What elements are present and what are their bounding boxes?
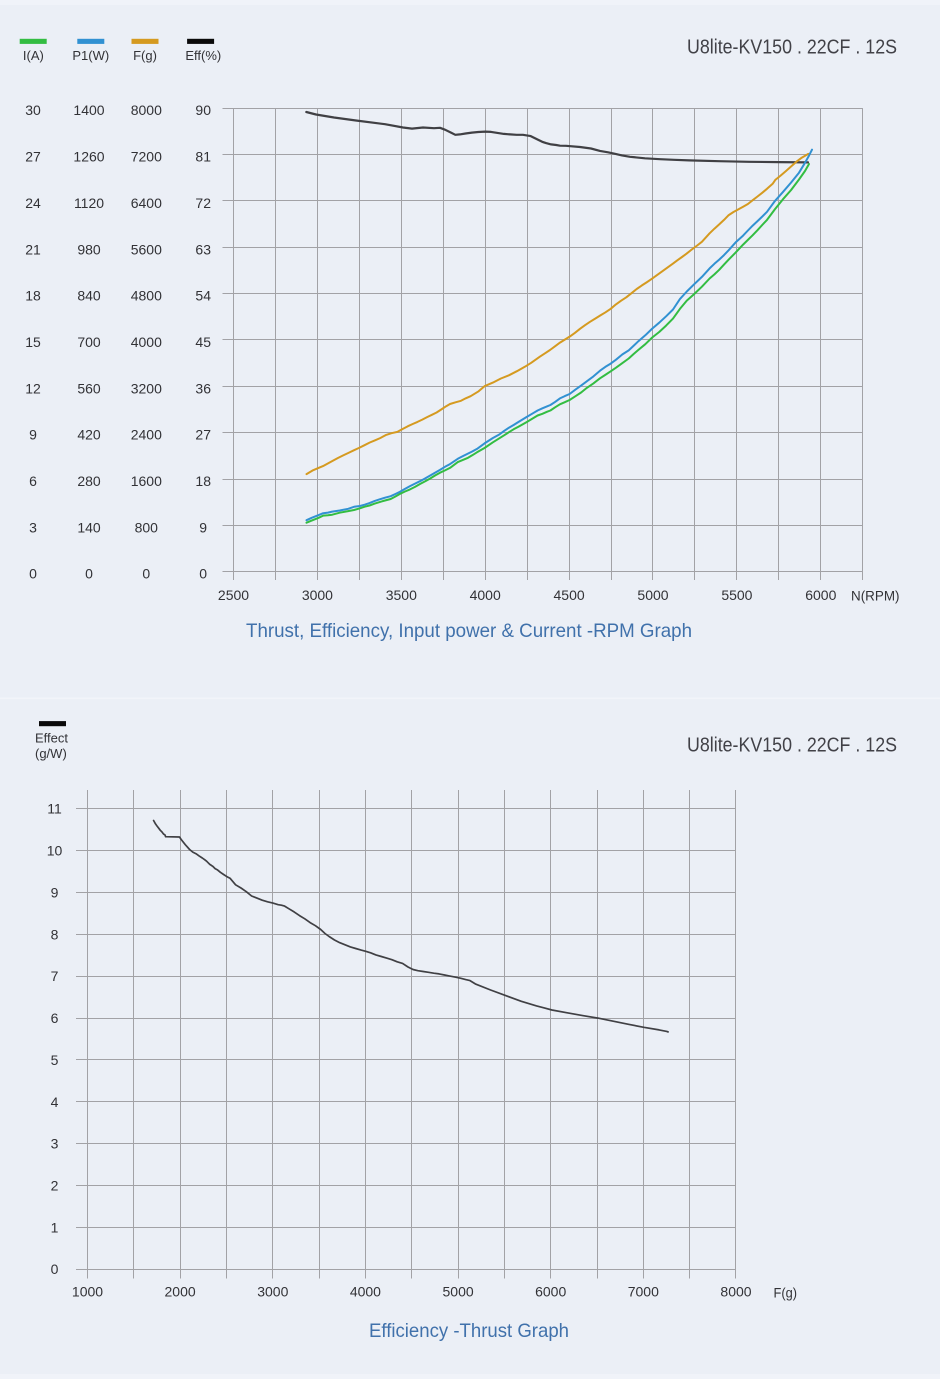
svg-text:10: 10 <box>47 843 63 859</box>
svg-text:U8lite-KV150 . 22CF . 12S: U8lite-KV150 . 22CF . 12S <box>687 37 897 59</box>
svg-text:11: 11 <box>47 801 62 817</box>
svg-text:45: 45 <box>195 334 211 350</box>
svg-text:Efficiency -Thrust Graph: Efficiency -Thrust Graph <box>369 1320 569 1342</box>
svg-text:1260: 1260 <box>73 149 104 165</box>
svg-text:8: 8 <box>51 926 59 942</box>
svg-text:420: 420 <box>77 427 101 443</box>
svg-text:3200: 3200 <box>131 380 162 396</box>
svg-text:0: 0 <box>85 566 93 582</box>
svg-text:U8lite-KV150 . 22CF . 12S: U8lite-KV150 . 22CF . 12S <box>687 735 897 757</box>
svg-text:Thrust, Efficiency, Input powe: Thrust, Efficiency, Input power & Curren… <box>246 620 692 642</box>
svg-text:F(g): F(g) <box>774 1285 798 1301</box>
svg-text:18: 18 <box>195 473 211 489</box>
svg-text:980: 980 <box>77 241 101 257</box>
svg-text:F(g): F(g) <box>133 48 157 63</box>
svg-text:5000: 5000 <box>637 587 668 603</box>
svg-text:7: 7 <box>51 968 59 984</box>
svg-text:2500: 2500 <box>218 587 249 603</box>
svg-text:3000: 3000 <box>302 587 333 603</box>
svg-text:280: 280 <box>77 473 101 489</box>
svg-text:7200: 7200 <box>131 149 162 165</box>
svg-text:27: 27 <box>25 149 41 165</box>
svg-text:0: 0 <box>29 566 37 582</box>
svg-text:1400: 1400 <box>73 102 104 118</box>
svg-text:0: 0 <box>142 566 150 582</box>
svg-text:3000: 3000 <box>257 1284 288 1300</box>
svg-text:4000: 4000 <box>131 334 162 350</box>
svg-text:9: 9 <box>51 885 59 901</box>
svg-text:9: 9 <box>29 427 37 443</box>
svg-text:0: 0 <box>199 566 207 582</box>
svg-text:I(A): I(A) <box>23 48 44 63</box>
svg-text:4000: 4000 <box>470 587 501 603</box>
svg-text:90: 90 <box>195 102 211 118</box>
svg-text:6000: 6000 <box>805 587 836 603</box>
svg-text:2: 2 <box>51 1178 59 1194</box>
svg-text:P1(W): P1(W) <box>72 48 109 63</box>
svg-text:81: 81 <box>195 149 211 165</box>
svg-text:0: 0 <box>51 1261 59 1277</box>
svg-text:7000: 7000 <box>628 1284 659 1300</box>
svg-text:1120: 1120 <box>74 195 104 211</box>
svg-text:8000: 8000 <box>131 102 162 118</box>
svg-text:700: 700 <box>77 334 101 350</box>
svg-text:2400: 2400 <box>131 427 162 443</box>
svg-text:140: 140 <box>77 519 101 535</box>
svg-text:21: 21 <box>25 241 41 257</box>
svg-text:6000: 6000 <box>535 1284 566 1300</box>
svg-text:6400: 6400 <box>131 195 162 211</box>
svg-text:8000: 8000 <box>720 1284 751 1300</box>
svg-text:54: 54 <box>195 288 211 304</box>
svg-text:5500: 5500 <box>721 587 752 603</box>
svg-text:1: 1 <box>51 1219 59 1235</box>
svg-text:N(RPM): N(RPM) <box>851 587 900 603</box>
svg-text:4000: 4000 <box>350 1284 381 1300</box>
svg-text:6: 6 <box>29 473 37 489</box>
svg-text:3500: 3500 <box>386 587 417 603</box>
svg-text:27: 27 <box>195 427 211 443</box>
svg-text:5: 5 <box>51 1052 59 1068</box>
svg-text:4800: 4800 <box>131 288 162 304</box>
svg-text:(g/W): (g/W) <box>35 746 67 761</box>
svg-text:1600: 1600 <box>131 473 162 489</box>
svg-text:15: 15 <box>25 334 41 350</box>
svg-text:63: 63 <box>195 241 211 257</box>
svg-text:30: 30 <box>25 102 41 118</box>
svg-text:3: 3 <box>51 1136 59 1152</box>
svg-text:Effect: Effect <box>35 731 68 746</box>
svg-text:840: 840 <box>77 288 101 304</box>
svg-text:3: 3 <box>29 519 37 535</box>
svg-text:18: 18 <box>25 288 41 304</box>
svg-text:72: 72 <box>195 195 211 211</box>
svg-text:560: 560 <box>77 380 101 396</box>
svg-text:1000: 1000 <box>72 1284 103 1300</box>
svg-text:5600: 5600 <box>131 241 162 257</box>
svg-text:4: 4 <box>51 1094 59 1110</box>
svg-text:2000: 2000 <box>165 1284 196 1300</box>
svg-text:36: 36 <box>195 380 211 396</box>
svg-text:5000: 5000 <box>443 1284 474 1300</box>
svg-text:6: 6 <box>51 1010 59 1026</box>
svg-text:9: 9 <box>199 519 207 535</box>
svg-text:12: 12 <box>25 380 41 396</box>
svg-text:800: 800 <box>135 519 159 535</box>
svg-text:4500: 4500 <box>554 587 585 603</box>
svg-text:24: 24 <box>25 195 41 211</box>
svg-text:Eff(%): Eff(%) <box>185 48 221 63</box>
